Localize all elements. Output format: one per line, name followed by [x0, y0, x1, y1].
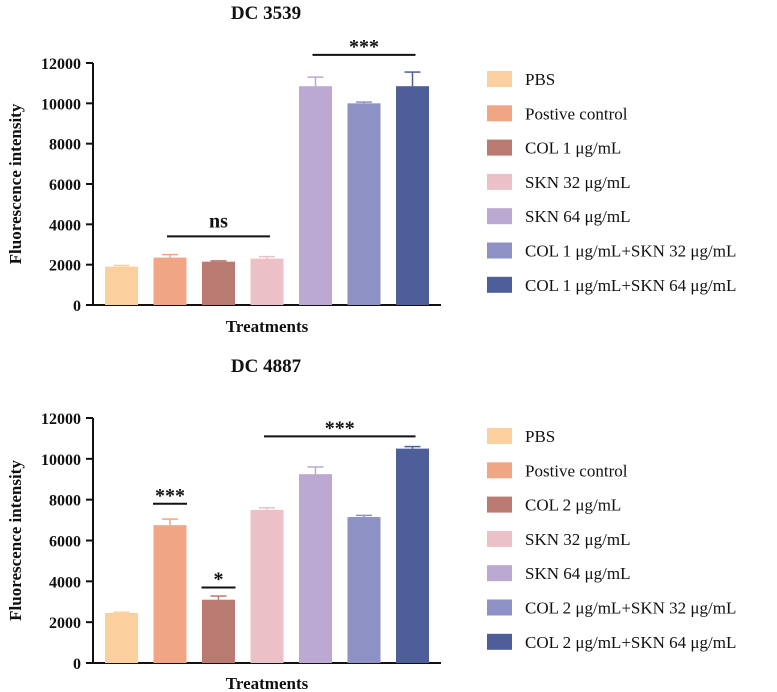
chart1-y-tick-label: 12000 [41, 56, 81, 73]
chart2-y-tick-label: 12000 [41, 411, 81, 428]
chart2-legend-label: Postive control [525, 461, 628, 480]
chart1-bar [396, 86, 429, 305]
chart2-legend-swatch [487, 496, 512, 513]
chart2-y-tick-label: 0 [73, 656, 81, 673]
chart2-bar [250, 509, 284, 663]
chart1-y-axis-title: Fluorescence intensity [6, 103, 25, 264]
chart1-title: DC 3539 [231, 3, 301, 24]
chart2-bar [396, 448, 429, 663]
chart2-significance-label: *** [325, 417, 355, 439]
chart1-bar [153, 257, 187, 305]
chart2-legend-swatch [487, 462, 512, 479]
chart1-legend-label: Postive control [525, 104, 628, 123]
chart1-y-tick-label: 10000 [41, 96, 81, 113]
chart2-legend-swatch [487, 599, 512, 616]
chart2-legend-label: COL 2 μg/mL+SKN 32 μg/mL [525, 599, 736, 618]
chart1-legend-swatch [487, 242, 512, 259]
chart1-legend-swatch [487, 276, 512, 293]
chart1-y-tick-label: 2000 [49, 258, 81, 275]
chart2-y-tick-label: 8000 [49, 493, 81, 510]
chart2-significance-label: * [214, 568, 224, 590]
chart2-significance-label: *** [155, 485, 185, 507]
chart2-bar [153, 525, 187, 663]
chart2-title: DC 4887 [231, 356, 302, 377]
chart1-legend-swatch [487, 173, 512, 190]
chart2-legend-label: PBS [525, 427, 555, 446]
chart2-legend-label: COL 2 μg/mL+SKN 64 μg/mL [525, 633, 736, 652]
chart1-legend-swatch [487, 139, 512, 156]
chart1-x-axis-title: Treatments [226, 317, 309, 336]
chart1-bar [202, 261, 235, 305]
chart1-bar [250, 258, 284, 305]
chart2-y-tick-label: 6000 [49, 534, 81, 551]
chart2-y-axis-title: Fluorescence intensity [6, 460, 25, 621]
chart1-bar [299, 86, 332, 305]
chart1-legend-label: SKN 64 μg/mL [525, 207, 630, 226]
chart1-bar [347, 103, 381, 305]
chart1-y-tick-label: 0 [73, 298, 81, 315]
chart1-legend-swatch [487, 105, 512, 122]
chart1-y-tick-label: 8000 [49, 137, 81, 154]
chart2-bar [347, 517, 381, 663]
chart1-legend-label: SKN 32 μg/mL [525, 173, 630, 192]
chart1-bar [105, 266, 138, 305]
chart2-legend-swatch [487, 428, 512, 444]
chart2-legend-label: COL 2 μg/mL [525, 496, 621, 515]
chart2-bar [202, 599, 235, 663]
chart2-y-tick-label: 10000 [41, 452, 81, 469]
chart1-legend-swatch [487, 71, 512, 87]
chart2-y-tick-label: 4000 [49, 574, 81, 591]
chart1-significance-label: *** [349, 36, 379, 58]
chart1-significance-label: ns [209, 210, 228, 232]
chart2-legend-swatch [487, 530, 512, 547]
chart1-legend-label: COL 1 μg/mL [525, 139, 621, 158]
chart2-y-tick-label: 2000 [49, 615, 81, 632]
chart1-y-tick-label: 6000 [49, 177, 81, 194]
chart2-bar [299, 474, 332, 663]
chart2-legend-swatch [487, 633, 512, 650]
chart2-bar [105, 612, 138, 663]
chart1-legend-swatch [487, 208, 512, 225]
chart1-legend-label: COL 1 μg/mL+SKN 32 μg/mL [525, 242, 736, 261]
chart1-y-tick-label: 4000 [49, 217, 81, 234]
chart2-legend-swatch [487, 565, 512, 582]
chart1-legend-label: PBS [525, 70, 555, 89]
chart2-legend-label: SKN 64 μg/mL [525, 564, 630, 583]
chart2-legend-label: SKN 32 μg/mL [525, 530, 630, 549]
chart1-legend-label: COL 1 μg/mL+SKN 64 μg/mL [525, 276, 736, 295]
chart2-x-axis-title: Treatments [226, 674, 309, 692]
